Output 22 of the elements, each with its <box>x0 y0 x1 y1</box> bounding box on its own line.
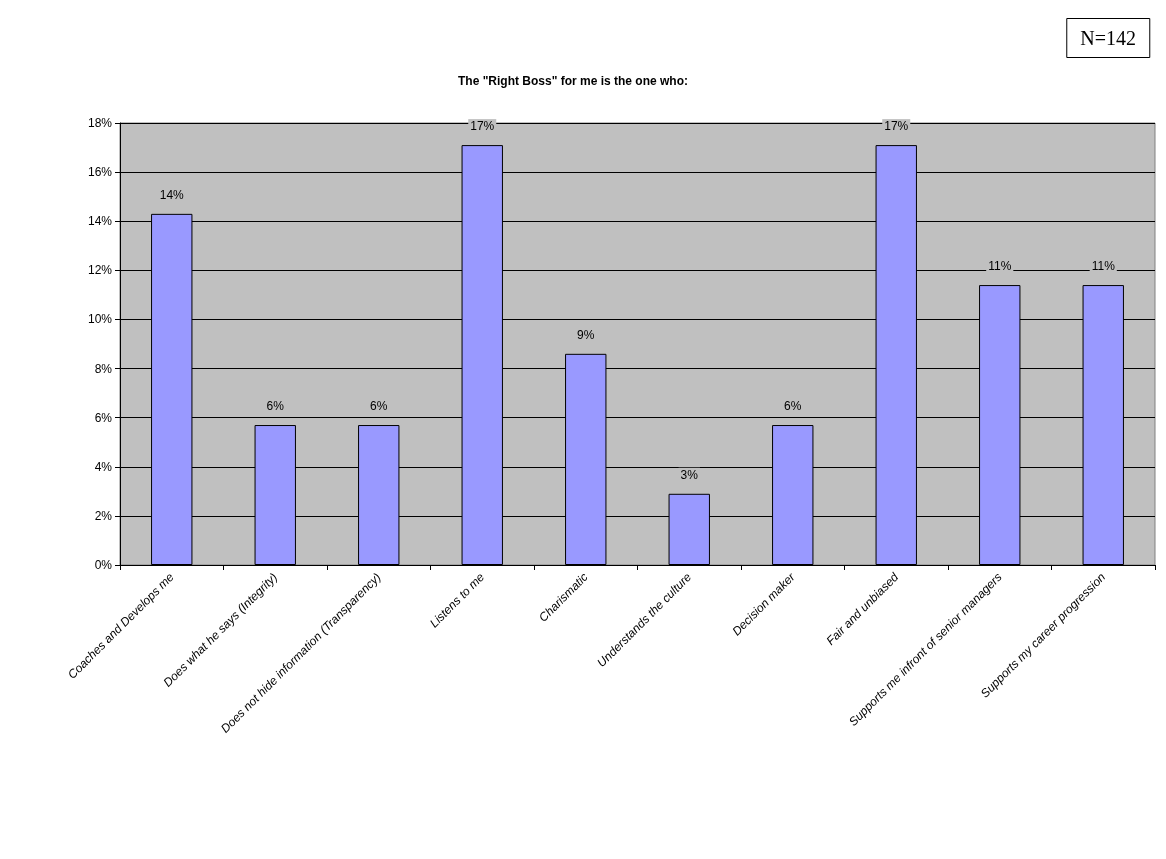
y-tick-label: 12% <box>87 263 113 278</box>
y-tick-label: 8% <box>94 361 113 376</box>
text: N=142 <box>1080 27 1137 49</box>
data-label: 6% <box>784 399 802 414</box>
data-label: 17% <box>470 119 495 134</box>
y-tick-label: 10% <box>87 312 113 327</box>
y-tick-label: 16% <box>87 165 113 180</box>
data-label: 11% <box>988 259 1012 274</box>
data-label: 6% <box>370 399 388 414</box>
chart-title: The "Right Boss" for me is the one who: <box>457 74 689 88</box>
data-label: 9% <box>577 327 595 342</box>
y-tick-label: 4% <box>94 459 113 474</box>
data-label: 6% <box>266 399 285 414</box>
data-label: 17% <box>884 119 909 134</box>
y-tick-label: 2% <box>94 508 113 523</box>
y-tick-label: 6% <box>94 410 113 425</box>
y-tick-label: 14% <box>87 214 113 229</box>
data-label: 14% <box>159 187 185 202</box>
y-tick-label: 18% <box>87 116 113 130</box>
data-label: 3% <box>680 467 699 482</box>
data-label: 11% <box>1091 259 1116 274</box>
y-tick-label: 0% <box>94 558 113 572</box>
